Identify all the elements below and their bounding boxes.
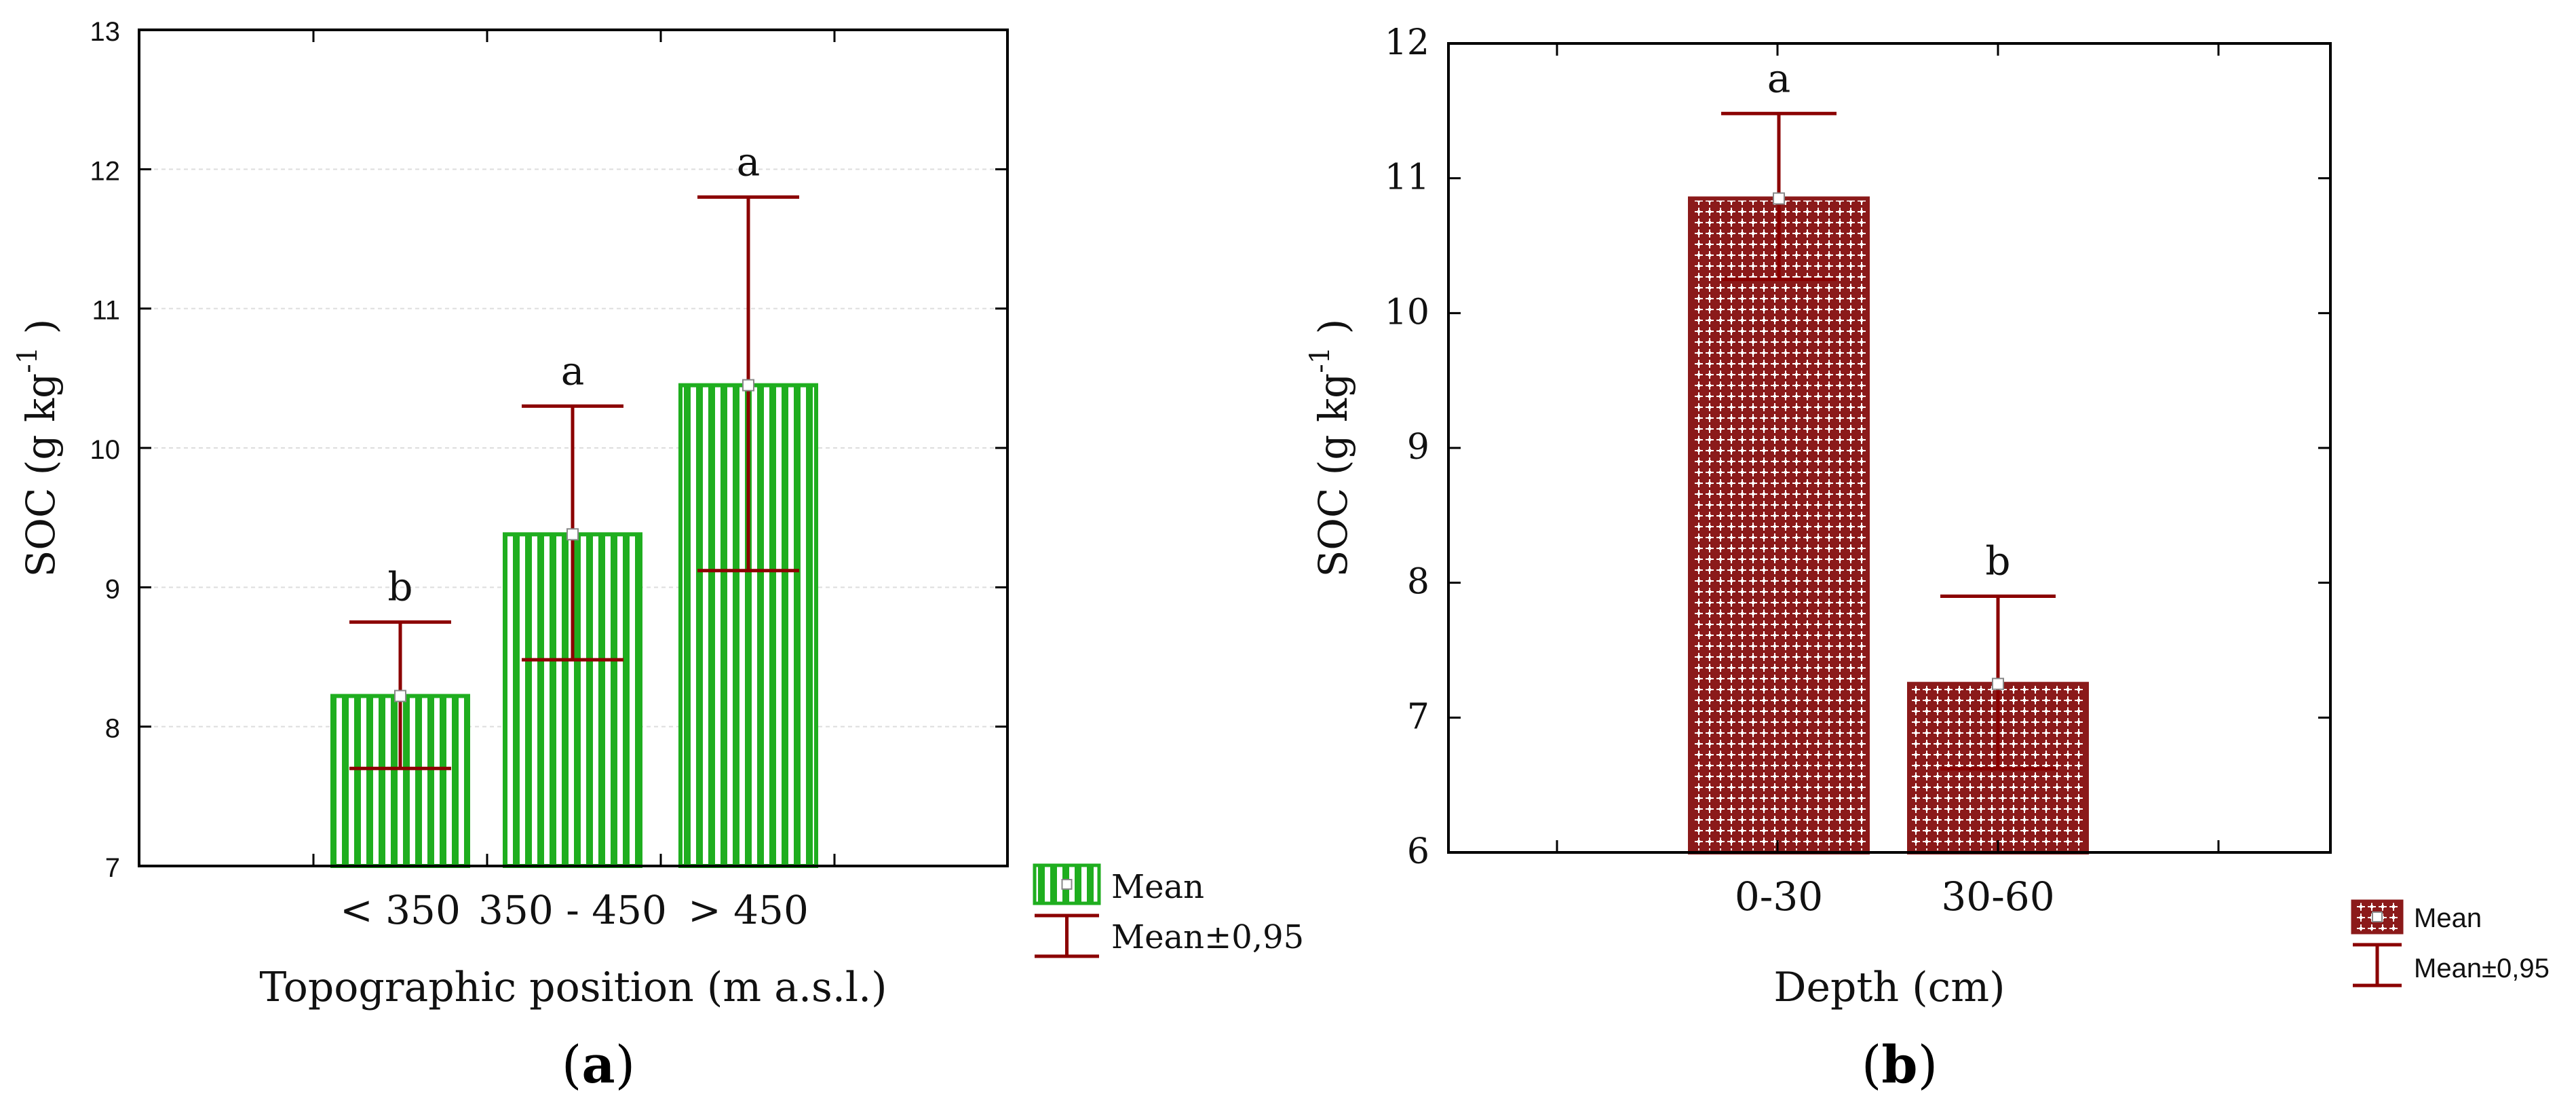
panel-b-label: (b): [1862, 1034, 1938, 1095]
y-tick-label: 8: [105, 714, 120, 744]
x-category-label: 30-60: [1941, 873, 2054, 920]
y-tick-label: 11: [1385, 157, 1429, 198]
y-axis-label-close: ): [1310, 319, 1356, 347]
significance-letter: a: [1767, 55, 1791, 101]
x-category-label: < 350: [340, 887, 461, 933]
mean-marker: [394, 690, 406, 702]
y-axis-label-close: ): [18, 319, 64, 347]
y-axis-label-main: SOC (g kg: [18, 373, 64, 578]
y-tick-label: 10: [90, 435, 121, 465]
mean-marker: [566, 528, 579, 541]
panel-a-label: (a): [562, 1034, 636, 1095]
legend-swatch-mean: [1033, 863, 1101, 905]
x-category-label: 350 - 450: [478, 887, 667, 933]
plot-frame: [1447, 42, 2332, 854]
legend-label-mean: Mean: [2414, 903, 2482, 933]
significance-letter: a: [561, 347, 585, 394]
legend-label-mean: Mean: [1111, 868, 1204, 906]
y-tick-label: 12: [90, 156, 121, 186]
y-tick-label: 10: [1385, 292, 1429, 333]
mean-marker: [742, 379, 754, 392]
significance-letter: b: [1985, 538, 2010, 584]
y-tick-label: 13: [90, 17, 121, 47]
y-axis-label: SOC (g kg-1 ): [12, 319, 64, 578]
significance-letter: a: [737, 138, 761, 185]
y-tick-label: 8: [1407, 562, 1429, 603]
y-axis-label-superscript: -1: [1305, 347, 1336, 373]
y-tick-label: 9: [1407, 427, 1429, 468]
x-category-label: 0-30: [1735, 873, 1823, 920]
y-axis-label: SOC (g kg-1 ): [1305, 319, 1356, 578]
y-tick-label: 7: [105, 853, 120, 883]
legend-swatch-marker: [1061, 879, 1073, 890]
y-tick-label: 11: [92, 296, 120, 326]
legend-label-ci: Mean±0,95: [1111, 918, 1304, 956]
bar: [1688, 196, 1870, 854]
y-tick-label: 9: [105, 574, 120, 604]
mean-marker: [1773, 192, 1785, 205]
y-axis-label-superscript: -1: [12, 347, 43, 373]
x-axis-label: Topographic position (m a.s.l.): [259, 964, 887, 1011]
y-tick-label: 7: [1407, 696, 1429, 737]
y-tick-label: 6: [1407, 831, 1429, 872]
significance-letter: b: [387, 564, 412, 610]
chart-panel-a: b a a 7 8 9 10 11 12 13 < 350 350 - 450 > 450 Topogra…: [12, 17, 1304, 1011]
chart-panel-b: a b 6 7 8 9 10 11 12 0-30 30-60 Depth (cm) SOC (g kg…: [1305, 22, 2550, 1011]
y-tick-label: 12: [1385, 22, 1429, 63]
y-axis-label-main: SOC (g kg: [1310, 373, 1356, 578]
legend-label-ci: Mean±0,95: [2414, 954, 2550, 983]
x-category-label: > 450: [688, 887, 809, 933]
x-axis-label: Depth (cm): [1773, 964, 2005, 1011]
mean-marker: [1992, 677, 2004, 690]
legend-swatch-marker: [2372, 911, 2383, 922]
